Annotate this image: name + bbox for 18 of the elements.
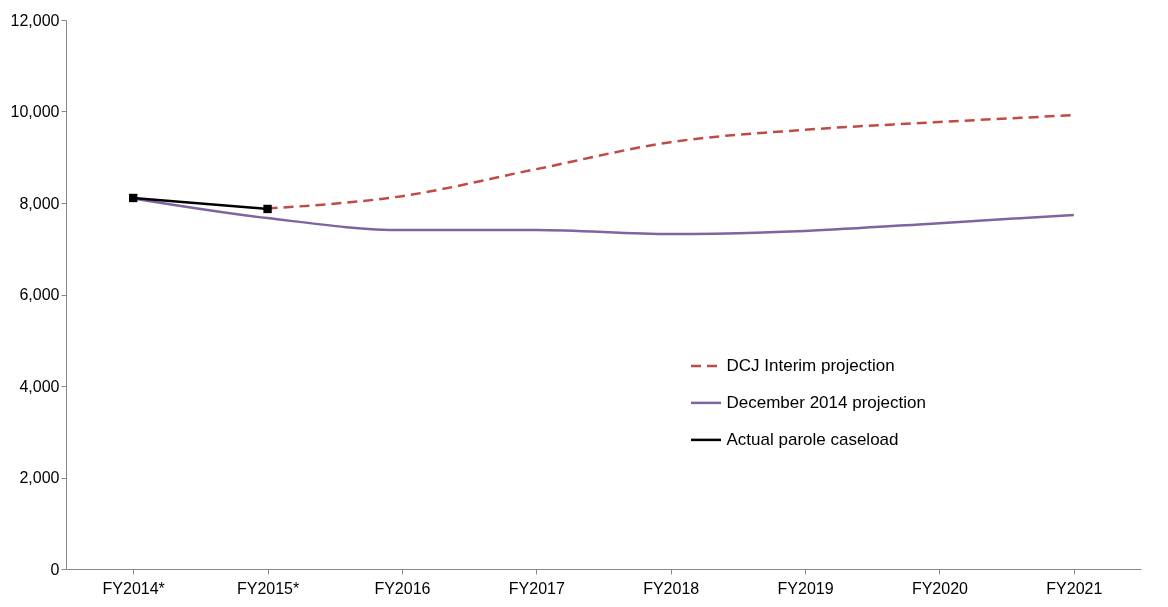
x-tick-label: FY2018 xyxy=(643,579,700,597)
y-tick-label: 8,000 xyxy=(19,194,60,212)
x-tick-label: FY2014* xyxy=(102,579,165,597)
y-tick-label: 10,000 xyxy=(10,103,60,120)
y-tick-label: 12,000 xyxy=(10,11,60,29)
x-tick-label: FY2017 xyxy=(508,579,565,597)
x-tick-label: FY2019 xyxy=(777,579,834,597)
x-tick-label: FY2021 xyxy=(1046,579,1103,597)
legend-label: DCJ Interim projection xyxy=(726,355,895,375)
x-tick-label: FY2015* xyxy=(236,579,300,597)
y-tick-label: 2,000 xyxy=(19,469,60,486)
x-tick-label: FY2020 xyxy=(911,579,969,597)
y-tick-label: 6,000 xyxy=(19,286,60,303)
x-tick-label: FY2016 xyxy=(374,579,431,597)
y-tick-label: 0 xyxy=(50,560,60,578)
y-tick-label: 4,000 xyxy=(19,377,60,395)
legend-label: December 2014 projection xyxy=(726,392,926,412)
legend-label: Actual parole caseload xyxy=(726,429,899,449)
